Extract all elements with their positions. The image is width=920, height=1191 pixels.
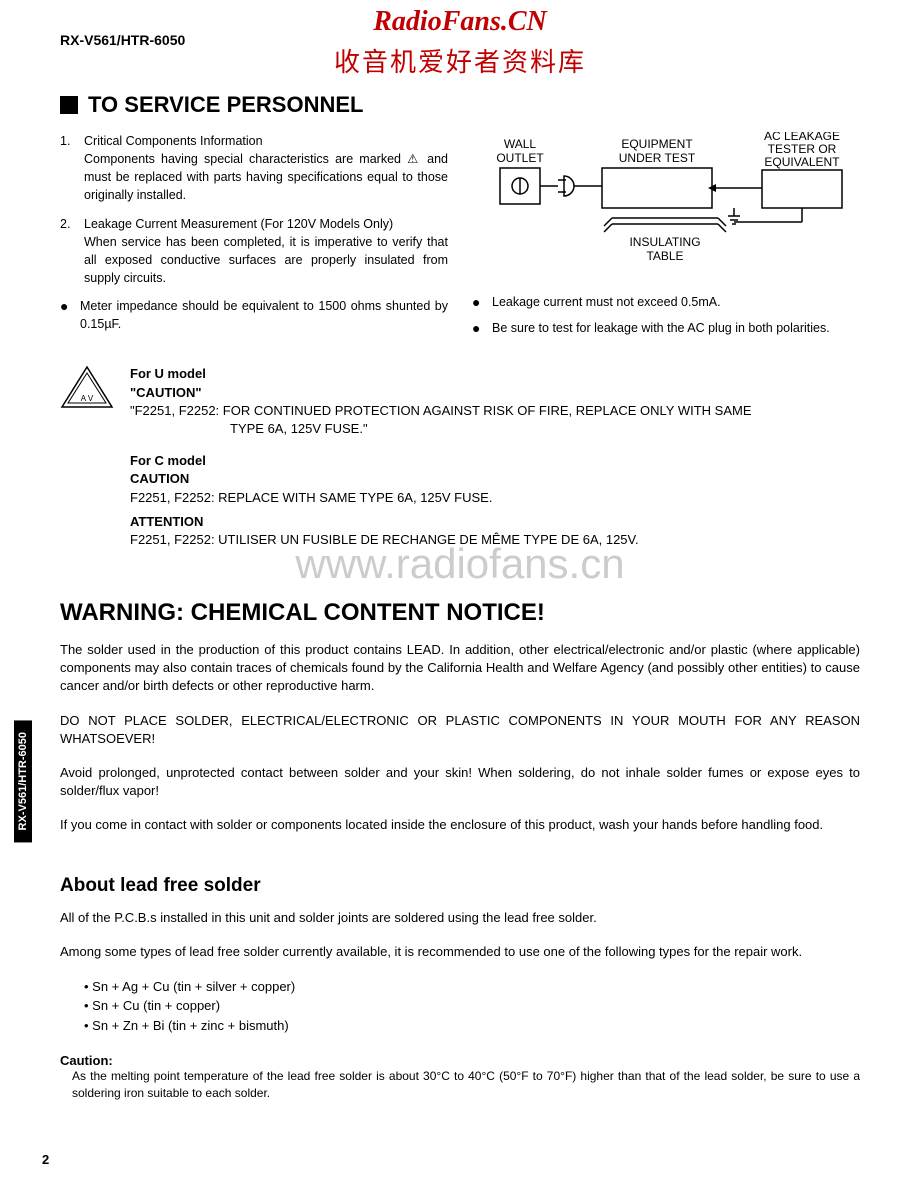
- leakage-diagram: WALL OUTLET EQUIPMENT UNDER TEST: [472, 132, 860, 277]
- item-body: Components having special characteristic…: [84, 150, 448, 204]
- u-model-label: For U model: [130, 365, 860, 383]
- svg-text:TESTER OR: TESTER OR: [768, 142, 837, 156]
- item-title: Critical Components Information: [84, 132, 448, 150]
- warning-p3: Avoid prolonged, unprotected contact bet…: [60, 764, 860, 800]
- leadfree-title: About lead free solder: [60, 875, 860, 897]
- caution-body: As the melting point temperature of the …: [72, 1068, 860, 1102]
- leadfree-p2: Among some types of lead free solder cur…: [60, 943, 860, 961]
- item-body: When service has been completed, it is i…: [84, 233, 448, 287]
- bullet-right-1: ● Leakage current must not exceed 0.5mA.: [472, 293, 860, 311]
- svg-text:A V: A V: [81, 394, 94, 403]
- svg-text:OUTLET: OUTLET: [496, 151, 544, 165]
- solder-item: • Sn + Cu (tin + copper): [84, 996, 860, 1016]
- watermark-site: RadioFans.CN: [0, 6, 920, 38]
- c-attention-text: F2251, F2252: UTILISER UN FUSIBLE DE REC…: [130, 531, 860, 549]
- svg-text:EQUIPMENT: EQUIPMENT: [621, 137, 693, 151]
- bullet-icon: ●: [472, 319, 484, 337]
- warning-title: WARNING: CHEMICAL CONTENT NOTICE!: [60, 599, 860, 627]
- svg-text:WALL: WALL: [504, 137, 537, 151]
- numbered-item-2: 2. Leakage Current Measurement (For 120V…: [60, 215, 448, 288]
- u-caution-label: "CAUTION": [130, 384, 860, 402]
- svg-text:TABLE: TABLE: [646, 249, 683, 263]
- side-tab: RX-V561/HTR-6050: [14, 720, 32, 842]
- watermark-subtitle: 收音机爱好者资料库: [0, 42, 920, 79]
- fuse-caution-block: A V For U model "CAUTION" "F2251, F2252:…: [60, 365, 860, 549]
- solder-item: • Sn + Ag + Cu (tin + silver + copper): [84, 977, 860, 997]
- warning-p2: DO NOT PLACE SOLDER, ELECTRICAL/ELECTRON…: [60, 712, 860, 748]
- warning-p4: If you come in contact with solder or co…: [60, 816, 860, 834]
- bullet-text: Be sure to test for leakage with the AC …: [492, 319, 860, 337]
- right-column: WALL OUTLET EQUIPMENT UNDER TEST: [472, 132, 860, 345]
- fuse-text: For U model "CAUTION" "F2251, F2252: FOR…: [130, 365, 860, 549]
- c-caution-label: CAUTION: [130, 470, 860, 488]
- bullet-icon: ●: [472, 293, 484, 311]
- leadfree-p1: All of the P.C.B.s installed in this uni…: [60, 909, 860, 927]
- item-title: Leakage Current Measurement (For 120V Mo…: [84, 215, 448, 233]
- solder-item: • Sn + Zn + Bi (tin + zinc + bismuth): [84, 1016, 860, 1036]
- numbered-item-1: 1. Critical Components Information Compo…: [60, 132, 448, 205]
- solder-list: • Sn + Ag + Cu (tin + silver + copper) •…: [84, 977, 860, 1036]
- item-number: 1.: [60, 132, 76, 205]
- square-bullet-icon: [60, 96, 78, 114]
- bullet-left: ● Meter impedance should be equivalent t…: [60, 297, 448, 333]
- section-title: TO SERVICE PERSONNEL: [60, 92, 860, 118]
- two-column-layout: 1. Critical Components Information Compo…: [60, 132, 860, 345]
- warning-p1: The solder used in the production of thi…: [60, 641, 860, 696]
- c-attention-label: ATTENTION: [130, 513, 860, 531]
- svg-text:INSULATING: INSULATING: [629, 235, 700, 249]
- bullet-right-2: ● Be sure to test for leakage with the A…: [472, 319, 860, 337]
- bullet-icon: ●: [60, 297, 72, 333]
- bullet-text: Meter impedance should be equivalent to …: [80, 297, 448, 333]
- warning-triangle-icon: A V: [60, 365, 114, 549]
- section-title-text: TO SERVICE PERSONNEL: [88, 92, 363, 118]
- svg-text:EQUIVALENT: EQUIVALENT: [764, 155, 840, 169]
- item-number: 2.: [60, 215, 76, 288]
- u-caution-text: "F2251, F2252: FOR CONTINUED PROTECTION …: [130, 402, 860, 420]
- left-column: 1. Critical Components Information Compo…: [60, 132, 448, 345]
- bullet-text: Leakage current must not exceed 0.5mA.: [492, 293, 860, 311]
- c-model-label: For C model: [130, 452, 860, 470]
- svg-text:UNDER TEST: UNDER TEST: [619, 151, 696, 165]
- caution-label: Caution:: [60, 1053, 860, 1068]
- c-caution-text: F2251, F2252: REPLACE WITH SAME TYPE 6A,…: [130, 489, 860, 507]
- u-caution-text2: TYPE 6A, 125V FUSE.": [230, 420, 860, 438]
- page-number: 2: [42, 1152, 49, 1167]
